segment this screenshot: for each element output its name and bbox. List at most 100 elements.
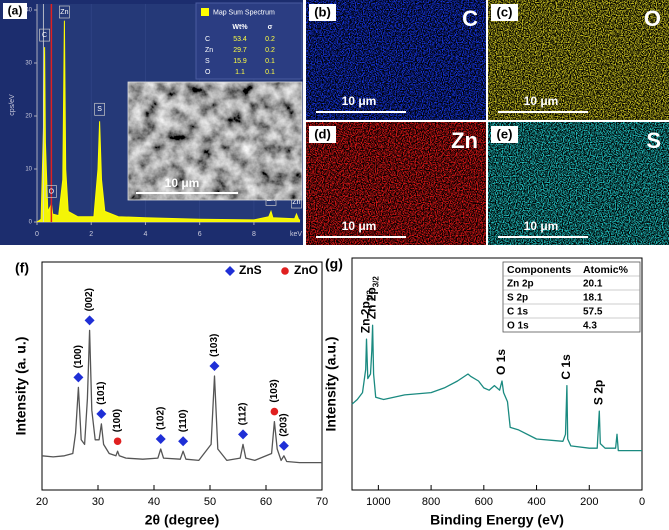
- element-label: Zn: [451, 128, 478, 153]
- table-cell: 57.5: [583, 307, 603, 318]
- panel-label-box: [309, 4, 336, 21]
- panel-label-box: [309, 126, 336, 143]
- table-cell: S 2p: [507, 293, 528, 304]
- peak-label-box: [94, 102, 105, 116]
- scale-label: 10 μm: [342, 219, 377, 233]
- y-axis-label: Intensity (a. u.): [13, 337, 29, 436]
- x-tick-label: 1000: [366, 496, 390, 508]
- panel-label: (f): [15, 260, 29, 276]
- peak-label: (100): [73, 345, 84, 368]
- peak-label-text: C 1s: [559, 354, 573, 380]
- peak-label-text: Zn 2p: [365, 287, 379, 319]
- y-tick-label: 10: [25, 167, 32, 173]
- plot-frame: [41, 261, 323, 491]
- x-tick-label: 2: [89, 231, 93, 238]
- table-element: S: [205, 58, 210, 65]
- x-tick-label: 20: [36, 496, 48, 508]
- table-value: 0.1: [265, 58, 275, 65]
- peak-label: (110): [178, 409, 189, 432]
- spectrum-fill: [37, 20, 300, 222]
- peak-label: (102): [155, 407, 166, 430]
- x-axis-label: 2θ (degree): [145, 512, 219, 528]
- peak-marker: [96, 408, 107, 419]
- peak-label: S: [97, 106, 102, 113]
- x-tick-label: 8: [252, 231, 256, 238]
- peak-label-subscript: 3/2: [372, 276, 381, 288]
- panel-label: (d): [314, 126, 331, 141]
- table-box: [502, 261, 641, 333]
- peak-label: (103): [269, 379, 280, 402]
- peak-label: (103): [209, 334, 220, 357]
- table-cell: O 1s: [507, 321, 529, 332]
- panel-label-box: [3, 3, 27, 19]
- table-cell: 18.1: [583, 293, 603, 304]
- x-tick-label: 50: [204, 496, 216, 508]
- legend-swatch: [201, 8, 209, 16]
- legend-marker: [225, 266, 235, 276]
- x-tick-label: 400: [527, 496, 545, 508]
- y-tick-label: 0: [29, 220, 33, 226]
- panel-label: (c): [497, 4, 513, 19]
- peak-label: (203): [279, 413, 290, 436]
- x-axis-label: Binding Energy (eV): [430, 512, 564, 528]
- y-axis-label: Intensity (a.u.): [323, 337, 339, 432]
- table-element: O: [205, 69, 211, 76]
- peak-label-text: Zn 2p: [359, 301, 373, 333]
- peak-label-text: O 1s: [494, 349, 508, 375]
- x-tick-label: 0: [639, 496, 645, 508]
- table-header: Wt%: [232, 24, 248, 31]
- x-tick-label: 30: [92, 496, 104, 508]
- table-cell: C 1s: [507, 307, 529, 318]
- x-axis-label: keV: [290, 231, 302, 238]
- peak-marker: [113, 437, 122, 446]
- peak-marker: [238, 429, 249, 440]
- peak-label-box: [59, 5, 70, 19]
- table-header: Components: [507, 264, 571, 276]
- element-label: O: [644, 6, 661, 31]
- table-value: 0.2: [265, 47, 275, 54]
- peak-marker: [270, 407, 279, 416]
- x-tick-label: 800: [422, 496, 440, 508]
- table-cell: 20.1: [583, 279, 603, 290]
- scale-label: 10 μm: [524, 219, 559, 233]
- legend-box: [195, 2, 303, 80]
- table-value: 29.7: [233, 47, 247, 54]
- peak-marker: [278, 440, 289, 451]
- element-label: S: [646, 128, 661, 153]
- map-signal: [488, 122, 669, 245]
- x-tick-label: 200: [580, 496, 598, 508]
- legend-marker: [281, 267, 289, 275]
- x-tick-label: 600: [475, 496, 493, 508]
- table-value: 53.4: [233, 36, 247, 43]
- peak-label: C: [42, 32, 47, 39]
- data-line: [41, 329, 322, 464]
- table-header: Atomic%: [583, 264, 629, 276]
- x-tick-label: 70: [316, 496, 328, 508]
- peak-marker: [178, 436, 189, 447]
- x-tick-label: 0: [35, 231, 39, 238]
- peak-label-text: S 2p: [591, 380, 605, 405]
- peak-label: Zn: [292, 199, 300, 206]
- table-element: C: [205, 36, 210, 43]
- legend-label: Map Sum Spectrum: [213, 9, 275, 16]
- map-signal: [488, 0, 669, 120]
- data-line: [351, 324, 642, 452]
- y-axis-label: cps/eV: [9, 94, 16, 116]
- panel-label: (e): [497, 126, 513, 141]
- scale-label: 10 μm: [524, 94, 559, 108]
- peak-marker: [84, 315, 95, 326]
- peak-label: Zn 2p1/2: [359, 290, 375, 334]
- x-tick-label: 40: [148, 496, 160, 508]
- peak-label: Zn: [60, 9, 68, 16]
- element-label: C: [462, 6, 478, 31]
- peak-marker: [73, 372, 84, 383]
- y-tick-label: 30: [25, 61, 32, 67]
- peak-label: (002): [84, 288, 95, 311]
- peak-marker: [155, 433, 166, 444]
- peak-label: C 1s: [559, 354, 573, 380]
- peak-label: Zn 2p3/2: [365, 276, 381, 320]
- y-tick-label: 40: [25, 8, 32, 14]
- spectrum-line: [36, 20, 301, 223]
- table-cell: 4.3: [583, 321, 597, 332]
